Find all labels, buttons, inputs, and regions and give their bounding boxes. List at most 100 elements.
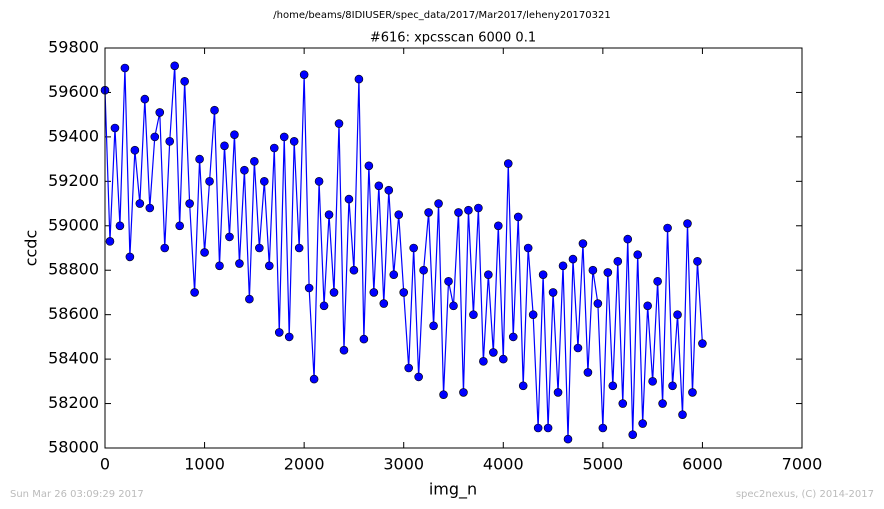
data-point bbox=[419, 265, 428, 275]
data-point bbox=[578, 239, 588, 248]
data-point bbox=[140, 94, 150, 104]
data-point bbox=[429, 321, 438, 331]
x-tick-label: 5000 bbox=[582, 455, 623, 474]
data-point bbox=[364, 161, 374, 171]
data-point bbox=[668, 381, 677, 391]
y-tick-label: 58800 bbox=[48, 260, 99, 279]
x-tick-label: 1000 bbox=[184, 455, 225, 474]
data-point bbox=[190, 288, 199, 297]
data-point bbox=[618, 399, 628, 408]
data-point bbox=[309, 374, 319, 384]
data-point bbox=[623, 234, 633, 244]
data-point bbox=[474, 203, 483, 213]
data-point bbox=[344, 194, 354, 204]
data-point bbox=[678, 410, 687, 419]
data-point bbox=[255, 243, 264, 253]
x-tick-label: 3000 bbox=[383, 455, 424, 474]
data-point bbox=[538, 270, 548, 279]
y-tick-label: 58200 bbox=[48, 393, 99, 412]
x-tick-label: 0 bbox=[100, 455, 110, 474]
data-point bbox=[653, 277, 662, 286]
data-point bbox=[638, 419, 647, 428]
data-point bbox=[434, 199, 443, 208]
data-point bbox=[464, 205, 473, 215]
data-point bbox=[155, 108, 165, 117]
data-point bbox=[454, 208, 463, 217]
data-point bbox=[449, 301, 458, 311]
data-point bbox=[284, 332, 294, 342]
footer-left: Sun Mar 26 03:09:29 2017 bbox=[10, 489, 144, 500]
data-point bbox=[498, 354, 508, 364]
data-point bbox=[235, 259, 244, 268]
data-point bbox=[210, 105, 219, 115]
data-point bbox=[399, 288, 409, 297]
data-point bbox=[583, 368, 593, 377]
data-point bbox=[633, 250, 643, 259]
data-point bbox=[379, 299, 389, 308]
data-point bbox=[324, 210, 334, 219]
data-point bbox=[494, 221, 503, 231]
data-point bbox=[553, 388, 563, 397]
data-point bbox=[240, 165, 249, 175]
data-point bbox=[115, 221, 125, 231]
data-point bbox=[573, 343, 583, 353]
data-point bbox=[548, 288, 558, 297]
x-tick-label: 2000 bbox=[284, 455, 325, 474]
y-tick-label: 58400 bbox=[48, 349, 99, 368]
data-point bbox=[334, 119, 344, 128]
data-point bbox=[424, 208, 433, 217]
data-point bbox=[608, 381, 618, 391]
data-point bbox=[349, 265, 359, 275]
data-point bbox=[359, 334, 369, 344]
footer-right: spec2nexus, (C) 2014-2017 bbox=[736, 489, 874, 500]
data-point bbox=[269, 143, 279, 153]
data-point bbox=[693, 257, 702, 266]
data-point bbox=[414, 372, 423, 382]
y-tick-label: 59200 bbox=[48, 171, 99, 190]
data-point bbox=[558, 261, 568, 271]
chart-title: /home/beams/8IDIUSER/spec_data/2017/Mar2… bbox=[273, 10, 610, 21]
data-point bbox=[658, 399, 667, 408]
data-point bbox=[130, 145, 140, 155]
data-point bbox=[170, 61, 179, 71]
data-point bbox=[180, 77, 189, 86]
y-tick-label: 59800 bbox=[48, 38, 99, 57]
data-point bbox=[518, 381, 528, 391]
data-point bbox=[598, 423, 608, 433]
data-point bbox=[648, 377, 657, 386]
data-point bbox=[354, 74, 364, 84]
y-axis-label: ccdc bbox=[22, 230, 41, 267]
data-point bbox=[479, 357, 488, 366]
y-tick-label: 58000 bbox=[48, 438, 99, 457]
data-point bbox=[195, 154, 204, 164]
data-point bbox=[543, 423, 553, 433]
data-point bbox=[389, 270, 399, 279]
y-tick-label: 59000 bbox=[48, 215, 99, 234]
data-point bbox=[593, 299, 603, 308]
data-point bbox=[220, 141, 229, 151]
data-point bbox=[110, 123, 120, 133]
data-point bbox=[279, 132, 289, 142]
chart-subtitle: #616: xpcsscan 6000 0.1 bbox=[370, 31, 536, 46]
data-point bbox=[439, 390, 448, 399]
data-point bbox=[260, 177, 269, 186]
data-point bbox=[643, 301, 652, 311]
data-point bbox=[469, 310, 478, 319]
x-axis-label: img_n bbox=[429, 480, 477, 500]
data-point bbox=[304, 283, 314, 293]
data-point bbox=[175, 221, 184, 231]
data-point bbox=[688, 388, 697, 397]
data-point bbox=[374, 181, 384, 191]
data-point bbox=[205, 177, 214, 186]
x-tick-label: 6000 bbox=[682, 455, 723, 474]
data-point bbox=[200, 248, 209, 257]
data-point bbox=[274, 328, 284, 337]
data-point bbox=[120, 63, 130, 73]
data-point bbox=[135, 199, 145, 208]
data-point bbox=[528, 310, 538, 319]
data-point bbox=[588, 265, 598, 275]
data-point bbox=[245, 294, 254, 304]
data-point bbox=[628, 430, 638, 439]
data-point bbox=[125, 252, 135, 262]
